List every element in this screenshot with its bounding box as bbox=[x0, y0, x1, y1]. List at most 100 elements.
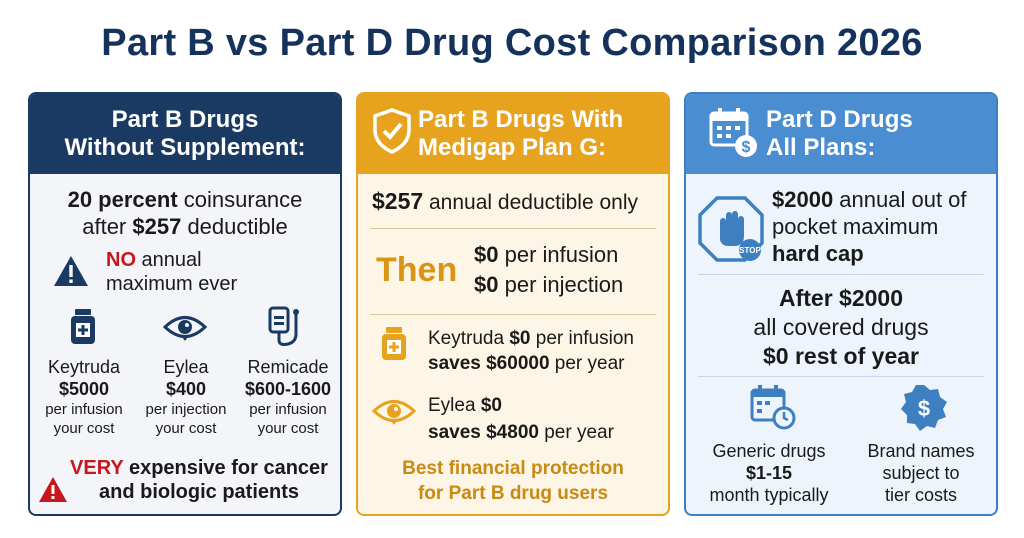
then-label: Then bbox=[376, 251, 458, 289]
pocket-maximum-label: pocket maximum bbox=[772, 214, 939, 239]
card1-coinsurance: 20 percent coinsurance after $257 deduct… bbox=[30, 186, 340, 240]
drug-price: $5000 bbox=[58, 379, 110, 399]
deductible-label: annual deductible only bbox=[423, 191, 639, 214]
card1-warning-text: VERY expensive for cancer and biologic p… bbox=[54, 456, 340, 504]
drug-cost-label: your cost bbox=[53, 420, 115, 437]
card-part-b-with-medigap: Part B Drugs With Medigap Plan G: $257 a… bbox=[356, 92, 670, 516]
generic-period: month typically bbox=[709, 485, 829, 505]
drug-price: $400 bbox=[165, 379, 207, 399]
injection-label: per injection bbox=[498, 272, 624, 297]
card1-header-line1: Part B Drugs bbox=[111, 106, 259, 133]
zero-infusion-amount: $0 bbox=[474, 242, 499, 267]
eye-icon bbox=[372, 400, 416, 425]
divider bbox=[698, 376, 984, 377]
card2-best-protection: Best financial protection for Part B dru… bbox=[358, 456, 668, 506]
medicine-bottle-icon bbox=[71, 309, 95, 344]
drug-cost-label: your cost bbox=[257, 420, 319, 437]
card2-deductible: $257 annual deductible only bbox=[372, 188, 638, 216]
savings-amount: saves $4800 bbox=[428, 422, 539, 443]
card3-header-line1: Part D Drugs bbox=[766, 106, 913, 133]
card2-header: Part B Drugs With Medigap Plan G: bbox=[358, 94, 668, 174]
drug-price: $0 bbox=[480, 395, 502, 416]
drug-name: Keytruda bbox=[428, 328, 510, 349]
after-label: after bbox=[82, 214, 133, 239]
card2-header-line1: Part B Drugs With bbox=[418, 106, 624, 133]
iv-bag-icon bbox=[268, 306, 299, 346]
best-line2: for Part B drug users bbox=[417, 483, 609, 504]
covered-drugs-label: all covered drugs bbox=[753, 314, 929, 340]
drug-unit: per infusion bbox=[530, 328, 634, 349]
annual-label: annual bbox=[136, 249, 202, 271]
generic-price: $1-15 bbox=[745, 463, 793, 483]
warning-triangle-icon bbox=[54, 256, 88, 286]
coinsurance-percent: 20 percent bbox=[67, 187, 178, 212]
drug-remicade: Remicade $600-1600 per infusion your cos… bbox=[236, 356, 340, 438]
savings-period: per year bbox=[538, 422, 614, 443]
after-cap-amount: After $2000 bbox=[778, 285, 904, 311]
best-line1: Best financial protection bbox=[402, 458, 624, 479]
maximum-label: annual out of bbox=[833, 187, 967, 212]
card3-after-cap: After $2000 all covered drugs $0 rest of… bbox=[686, 284, 996, 371]
brand-subject-label: subject to bbox=[882, 463, 960, 483]
card-part-b-without-supplement: Part B Drugs Without Supplement: 20 perc… bbox=[28, 92, 342, 516]
warning-line2: and biologic patients bbox=[98, 481, 299, 503]
eye-icon bbox=[163, 316, 207, 341]
dollar-badge-icon: $ bbox=[901, 385, 947, 431]
drug-name: Remicade bbox=[247, 357, 329, 377]
medicine-bottle-icon bbox=[382, 327, 406, 360]
maximum-amount: $2000 bbox=[772, 187, 834, 212]
drug-unit: per infusion bbox=[45, 401, 123, 418]
deductible-label: deductible bbox=[181, 214, 288, 239]
calendar-dollar-icon: $ bbox=[709, 108, 757, 157]
drug-unit: per injection bbox=[145, 401, 227, 418]
card1-no-maximum: NO annual maximum ever bbox=[106, 248, 237, 296]
card3-generic: Generic drugs $1-15 month typically bbox=[694, 440, 844, 506]
card2-eylea: Eylea $0 saves $4800 per year bbox=[428, 392, 614, 446]
drug-unit: per infusion bbox=[249, 401, 327, 418]
drug-cost-label: your cost bbox=[155, 420, 217, 437]
warning-red-icon bbox=[39, 477, 67, 502]
no-emphasis: NO bbox=[106, 249, 136, 271]
divider bbox=[698, 274, 984, 275]
card3-maximum: $2000 annual out of pocket maximum hard … bbox=[772, 186, 967, 267]
card3-header-line2: All Plans: bbox=[766, 134, 876, 161]
stop-label: STOP bbox=[739, 246, 761, 255]
coinsurance-label: coinsurance bbox=[177, 187, 303, 212]
calendar-clock-icon bbox=[750, 385, 796, 430]
page-title: Part B vs Part D Drug Cost Comparison 20… bbox=[101, 22, 923, 64]
hard-cap-label: hard cap bbox=[772, 241, 864, 266]
generic-label: Generic drugs bbox=[712, 441, 826, 461]
divider bbox=[370, 314, 656, 315]
card2-header-line2: Medigap Plan G: bbox=[418, 134, 607, 161]
very-emphasis: VERY bbox=[70, 457, 124, 479]
card3-header: $ Part D Drugs All Plans: bbox=[686, 94, 996, 174]
maximum-ever-label: maximum ever bbox=[106, 273, 238, 295]
drug-keytruda: Keytruda $5000 per infusion your cost bbox=[34, 356, 134, 438]
divider bbox=[370, 228, 656, 229]
brand-label: Brand names bbox=[867, 441, 975, 461]
card2-keytruda: Keytruda $0 per infusion saves $60000 pe… bbox=[428, 326, 634, 376]
card1-header-line2: Without Supplement: bbox=[64, 134, 306, 161]
brand-tier-label: tier costs bbox=[884, 485, 958, 505]
deductible-amount: $257 bbox=[132, 214, 182, 239]
drug-name: Eylea bbox=[428, 395, 481, 416]
savings-period: per year bbox=[549, 353, 625, 374]
drug-eylea: Eylea $400 per injection your cost bbox=[134, 356, 238, 438]
warning-line1: expensive for cancer bbox=[123, 457, 328, 479]
card-part-d-all-plans: $ Part D Drugs All Plans: STOP $2000 ann… bbox=[684, 92, 998, 516]
drug-name: Keytruda bbox=[47, 357, 121, 377]
svg-text:$: $ bbox=[742, 139, 751, 156]
stop-hand-icon: STOP bbox=[698, 196, 764, 262]
infusion-label: per infusion bbox=[498, 242, 619, 267]
deductible-amount: $257 bbox=[372, 188, 424, 214]
card1-header: Part B Drugs Without Supplement: bbox=[30, 94, 340, 174]
svg-text:$: $ bbox=[918, 396, 930, 421]
zero-injection-amount: $0 bbox=[474, 272, 499, 297]
savings-amount: saves $60000 bbox=[428, 353, 550, 374]
card3-brand: Brand names subject to tier costs bbox=[846, 440, 996, 506]
card2-zero-costs: $0 per infusion $0 per injection bbox=[474, 240, 623, 300]
drug-name: Eylea bbox=[163, 357, 209, 377]
drug-price: $0 bbox=[509, 328, 531, 349]
drug-price: $600-1600 bbox=[244, 379, 332, 399]
shield-check-icon bbox=[373, 108, 411, 154]
